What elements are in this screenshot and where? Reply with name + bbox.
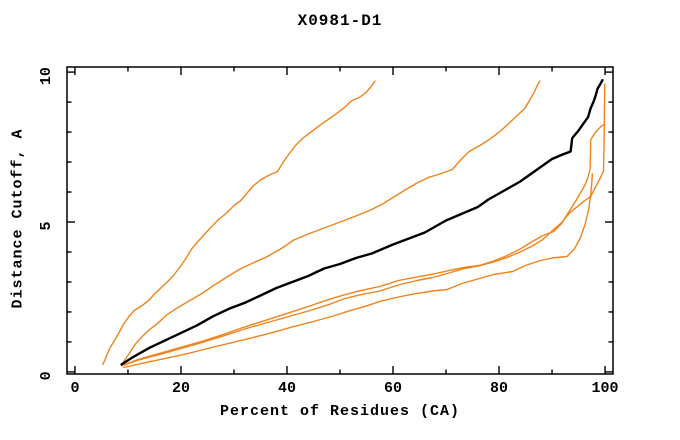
x-tick-label: 20 (172, 380, 190, 397)
y-tick-label: 5 (38, 221, 55, 230)
x-tick-label: 100 (592, 380, 619, 397)
x-tick-label: 80 (490, 380, 508, 397)
series-black-main-curve (120, 78, 604, 366)
y-tick-label: 10 (38, 67, 55, 85)
chart-title: X0981-D1 (297, 12, 383, 30)
series-orange-curve-5-cluster-bottom (122, 173, 593, 369)
plot-box (66, 66, 614, 375)
x-axis-title: Percent of Residues (CA) (219, 403, 461, 420)
series-orange-curve-4-cluster-mid (120, 83, 606, 367)
x-tick-label: 60 (384, 380, 402, 397)
x-tick-label: 0 (70, 380, 79, 397)
y-tick-label: 0 (38, 371, 55, 380)
x-tick-label: 40 (278, 380, 296, 397)
series-orange-curve-3-cluster-top (120, 123, 605, 367)
series-orange-curve-1-steep-left (102, 80, 376, 366)
series-orange-curve-2 (120, 80, 541, 366)
